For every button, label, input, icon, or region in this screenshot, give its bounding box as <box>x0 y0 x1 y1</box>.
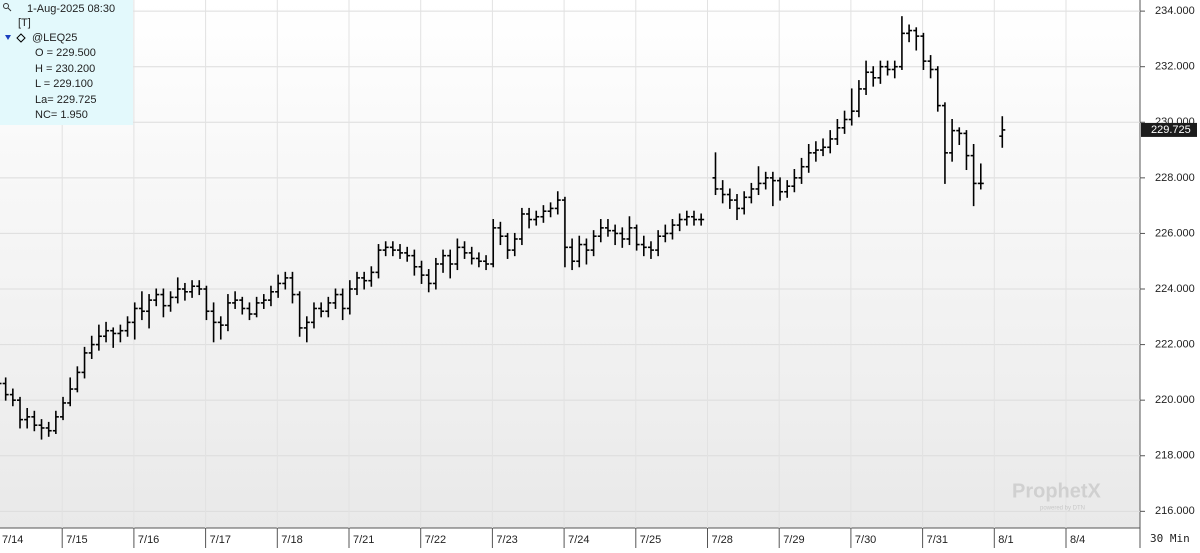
watermark: ProphetX <box>1012 480 1102 502</box>
last-price-box <box>1141 122 1197 137</box>
y-tick-label: 232.000 <box>1155 61 1195 73</box>
interval-label: 30 Min <box>1150 532 1190 545</box>
x-tick-label: 7/23 <box>496 534 517 546</box>
info-line: L = 229.100 <box>35 78 93 90</box>
x-tick-label: 7/30 <box>855 534 876 546</box>
x-tick-label: 7/21 <box>353 534 374 546</box>
y-tick-label: 228.000 <box>1155 172 1195 184</box>
x-axis-band <box>0 528 1140 548</box>
x-tick-label: 7/18 <box>281 534 302 546</box>
x-tick-label: 7/24 <box>568 534 589 546</box>
x-tick-label: 8/4 <box>1070 534 1085 546</box>
x-tick-label: 7/15 <box>66 534 87 546</box>
search-icon-handle <box>7 7 12 12</box>
symbol-icon <box>16 33 26 43</box>
y-tick-label: 226.000 <box>1155 227 1195 239</box>
search-icon[interactable] <box>3 3 9 9</box>
y-tick-label: 224.000 <box>1155 283 1195 295</box>
axis-labels: 216.000 218.000 220.000 222.000 224.000 226.0… <box>2 5 1197 548</box>
watermark-sub: powered by DTN <box>1040 506 1085 512</box>
x-tick-label: 7/29 <box>783 534 804 546</box>
y-tick-label: 234.000 <box>1155 5 1195 17</box>
x-tick-label: 8/1 <box>998 534 1013 546</box>
y-tick-label: 220.000 <box>1155 394 1195 406</box>
info-line: H = 230.200 <box>35 63 95 75</box>
info-line: NC= 1.950 <box>35 109 88 121</box>
x-tick-label: 7/14 <box>2 534 23 546</box>
bars <box>0 16 1006 440</box>
info-background <box>0 0 133 125</box>
mode: [T] <box>18 17 31 29</box>
y-tick-label: 218.000 <box>1155 450 1195 462</box>
y-tick-label: 222.000 <box>1155 338 1195 350</box>
x-tick-label: 7/25 <box>640 534 661 546</box>
x-tick-label: 7/22 <box>425 534 446 546</box>
timestamp: 1-Aug-2025 08:30 <box>27 3 115 15</box>
info-line: La= 229.725 <box>35 94 96 106</box>
last-price-label: 229.725 <box>1151 124 1191 136</box>
collapse-icon[interactable] <box>5 35 11 40</box>
plot-background <box>0 0 1140 528</box>
y-tick-label: 216.000 <box>1155 505 1195 517</box>
y-axis-band <box>1140 0 1200 548</box>
x-tick-label: 7/17 <box>210 534 231 546</box>
x-tick-label: 7/16 <box>138 534 159 546</box>
x-tick-label: 7/31 <box>927 534 948 546</box>
info-line: O = 229.500 <box>35 47 96 59</box>
symbol: @LEQ25 <box>32 32 77 44</box>
info-box: 1-Aug-2025 08:30 [T] @LEQ25 O = 229.500 … <box>0 0 133 125</box>
x-tick-label: 7/28 <box>712 534 733 546</box>
